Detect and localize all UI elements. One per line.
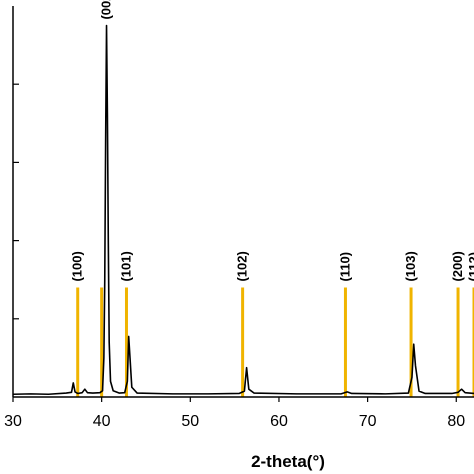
reference-label-3: (102): [235, 251, 250, 281]
reference-label-0: (100): [70, 251, 85, 281]
reference-label-2: (101): [118, 251, 133, 281]
x-tick-label-5: 80: [447, 413, 465, 430]
x-tick-label-4: 70: [359, 413, 377, 430]
reference-label-4: (110): [337, 252, 352, 282]
reference-lines: [76, 287, 474, 397]
axes: [12, 6, 474, 402]
peak-annotation-0: (002): [99, 0, 114, 20]
x-tick-label-3: 60: [270, 413, 288, 430]
x-tick-label-1: 40: [93, 413, 111, 430]
reference-label-5: (103): [403, 251, 418, 281]
x-axis-label: 2-theta(°): [251, 452, 325, 471]
series-line: [12, 24, 474, 396]
diffraction-pattern: [12, 24, 474, 396]
x-tick-label-2: 50: [181, 413, 199, 430]
labels: (100) (101) (102) (110) (103) (200) (112) (002)…: [4, 0, 474, 430]
reference-label-7: (112): [466, 252, 474, 282]
reference-label-6: (200): [450, 251, 465, 281]
x-tick-label-0: 30: [4, 413, 22, 430]
